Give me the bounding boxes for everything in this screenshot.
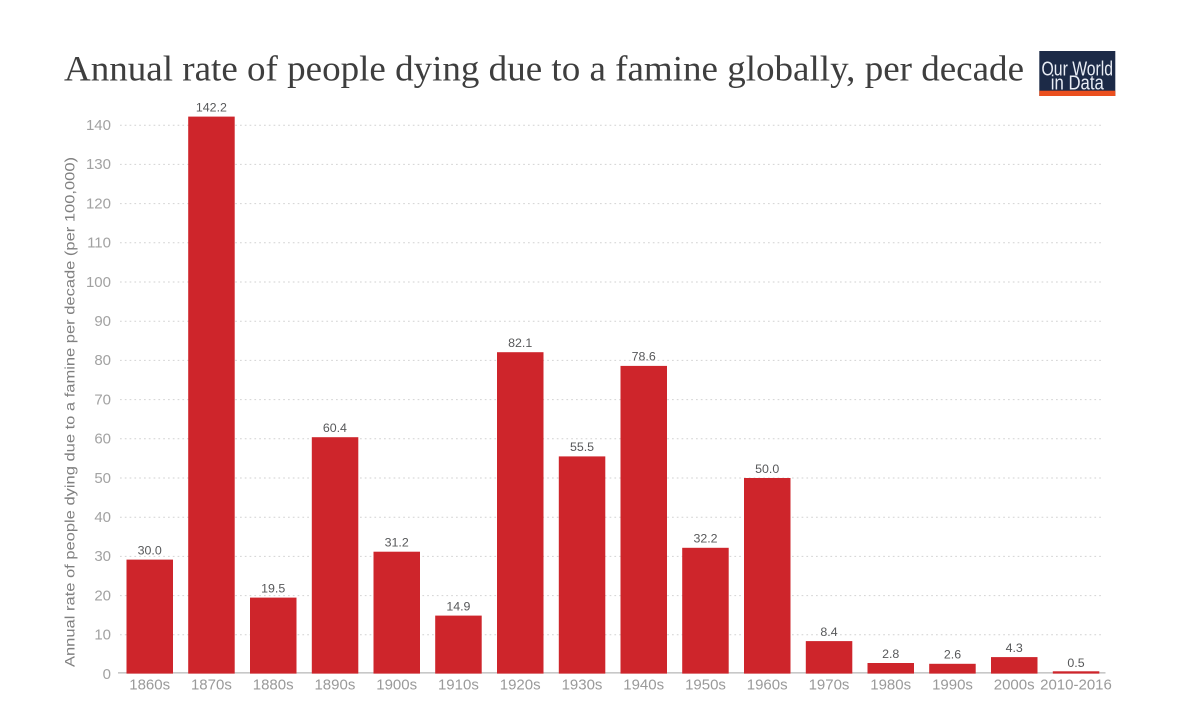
svg-text:19.5: 19.5: [261, 581, 285, 595]
svg-text:55.5: 55.5: [570, 440, 594, 454]
svg-text:90: 90: [94, 313, 111, 330]
svg-text:30: 30: [94, 548, 111, 565]
svg-text:1990s: 1990s: [932, 677, 973, 694]
svg-text:14.9: 14.9: [446, 599, 470, 613]
svg-text:82.1: 82.1: [508, 336, 532, 350]
svg-text:1940s: 1940s: [623, 677, 664, 694]
svg-text:142.2: 142.2: [196, 100, 227, 114]
svg-text:80: 80: [94, 352, 111, 369]
svg-text:2.8: 2.8: [882, 647, 899, 661]
svg-text:32.2: 32.2: [693, 532, 717, 546]
svg-text:40: 40: [94, 509, 111, 526]
svg-text:78.6: 78.6: [632, 350, 656, 364]
svg-text:50.0: 50.0: [755, 462, 779, 476]
svg-text:0: 0: [103, 666, 111, 683]
svg-text:Annual rate of people dying du: Annual rate of people dying due to a fam…: [64, 49, 1024, 89]
svg-text:1960s: 1960s: [747, 677, 788, 694]
svg-text:120: 120: [86, 195, 111, 212]
svg-text:1930s: 1930s: [562, 677, 603, 694]
svg-text:20: 20: [94, 587, 111, 604]
svg-text:1970s: 1970s: [809, 677, 850, 694]
svg-text:30.0: 30.0: [138, 543, 162, 557]
svg-text:1880s: 1880s: [253, 677, 294, 694]
svg-text:Our World: Our World: [1042, 59, 1114, 81]
svg-text:1870s: 1870s: [191, 677, 232, 694]
svg-text:130: 130: [86, 156, 111, 173]
svg-text:70: 70: [94, 391, 111, 408]
svg-text:Annual rate of people dying du: Annual rate of people dying due to a fam…: [63, 157, 78, 667]
svg-text:1950s: 1950s: [685, 677, 726, 694]
svg-text:60.4: 60.4: [323, 421, 347, 435]
svg-text:50: 50: [94, 470, 111, 487]
svg-text:31.2: 31.2: [385, 536, 409, 550]
svg-text:0.5: 0.5: [1067, 656, 1084, 670]
svg-text:8.4: 8.4: [820, 625, 837, 639]
svg-text:100: 100: [86, 274, 111, 291]
svg-text:in Data: in Data: [1051, 73, 1105, 95]
svg-text:1980s: 1980s: [870, 677, 911, 694]
svg-text:1900s: 1900s: [376, 677, 417, 694]
svg-text:1890s: 1890s: [314, 677, 355, 694]
svg-text:2.6: 2.6: [944, 648, 961, 662]
svg-text:10: 10: [94, 627, 111, 644]
svg-text:140: 140: [86, 117, 111, 134]
svg-text:2000s: 2000s: [994, 677, 1035, 694]
svg-text:4.3: 4.3: [1006, 641, 1023, 655]
svg-text:60: 60: [94, 431, 111, 448]
svg-text:2010-2016: 2010-2016: [1040, 677, 1112, 694]
svg-text:110: 110: [87, 235, 111, 252]
svg-text:1860s: 1860s: [129, 677, 170, 694]
svg-text:1910s: 1910s: [438, 677, 479, 694]
svg-text:1920s: 1920s: [500, 677, 541, 694]
